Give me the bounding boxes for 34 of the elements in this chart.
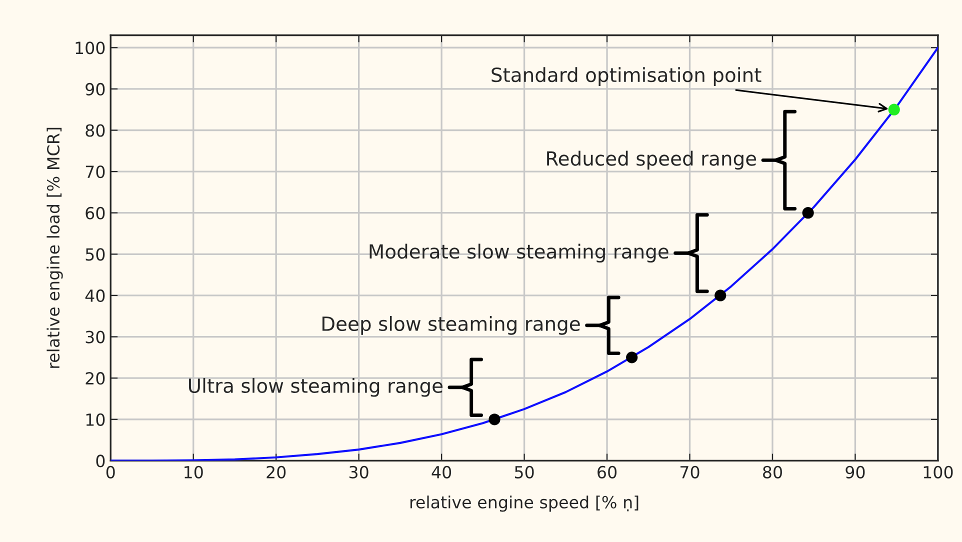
- annotation: Ultra slow steaming range: [189, 378, 443, 397]
- annotation: Moderate slow steaming range: [370, 244, 668, 263]
- y-axis-title: relative engine load [% MCR]: [46, 128, 63, 368]
- x-axis-title: relative engine speed [% ṇ]: [410, 496, 638, 512]
- y-tick-label: 40: [85, 289, 105, 302]
- annotation: Reduced speed range: [547, 150, 756, 170]
- y-tick-label: 60: [86, 206, 105, 220]
- x-tick-label: 100: [924, 466, 953, 478]
- point: [488, 414, 500, 426]
- x-tick-label: 80: [763, 466, 782, 478]
- y-tick-label: 10: [86, 413, 105, 426]
- point: [626, 352, 638, 364]
- y-tick-label: 0: [96, 454, 105, 468]
- x-tick-label: 30: [349, 466, 368, 478]
- x-tick-label: 70: [680, 466, 700, 478]
- x-tick-label: 20: [266, 466, 286, 478]
- x-tick-label: 50: [514, 466, 534, 478]
- y-tick-label: 50: [86, 248, 105, 261]
- y-tick-label: 100: [76, 42, 105, 54]
- x-tick-label: 60: [598, 466, 617, 478]
- annotation: Deep slow steaming range: [322, 316, 580, 335]
- x-tick-label: 90: [846, 466, 865, 478]
- y-tick-label: 20: [86, 372, 105, 385]
- y-tick-label: 80: [86, 124, 105, 137]
- y-tick-label: 30: [86, 330, 105, 344]
- point: [714, 290, 726, 302]
- x-tick-label: 0: [106, 466, 115, 478]
- x-tick-label: 10: [184, 466, 203, 478]
- annotation: Standard optimisation point: [492, 67, 762, 86]
- y-tick-label: 70: [86, 166, 105, 178]
- x-tick-label: 40: [432, 466, 452, 478]
- point: [888, 104, 900, 116]
- point: [802, 207, 814, 219]
- y-tick-label: 90: [86, 82, 105, 96]
